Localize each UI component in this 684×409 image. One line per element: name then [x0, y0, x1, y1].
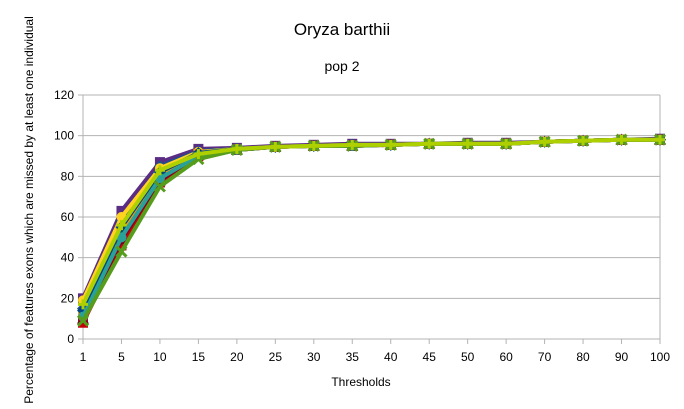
data-point: [385, 139, 396, 150]
x-tick-label: 45: [423, 350, 437, 364]
data-point: [231, 143, 242, 154]
data-point: [115, 245, 128, 258]
data-point: [308, 140, 319, 151]
y-tick-label: 100: [54, 129, 74, 143]
x-tick-label: 35: [346, 350, 360, 364]
data-point: [462, 138, 473, 149]
x-tick-label: 60: [499, 350, 513, 364]
x-tick-label: 40: [384, 350, 398, 364]
data-point: [270, 141, 281, 152]
y-axis-label: Percentage of features exons which are m…: [22, 16, 36, 404]
x-tick-label: 50: [461, 350, 475, 364]
x-tick-label: 5: [118, 350, 125, 364]
data-point: [78, 299, 88, 310]
y-tick-label: 60: [61, 210, 75, 224]
y-tick-label: 80: [61, 169, 75, 183]
x-tick-label: 10: [153, 350, 167, 364]
data-point: [193, 148, 204, 159]
data-point: [347, 139, 358, 150]
data-point: [76, 314, 90, 327]
data-point: [154, 165, 165, 176]
y-tick-label: 120: [54, 88, 74, 102]
data-point: [578, 135, 589, 146]
x-tick-label: 20: [230, 350, 244, 364]
x-axis-label: Thresholds: [331, 375, 390, 389]
y-tick-label: 40: [61, 251, 75, 265]
x-tick-label: 80: [576, 350, 590, 364]
data-point: [153, 180, 166, 193]
series-line: [81, 137, 660, 306]
x-tick-label: 70: [538, 350, 552, 364]
data-point: [539, 136, 550, 147]
data-point: [501, 138, 512, 149]
data-point: [424, 138, 435, 149]
y-tick-label: 0: [67, 332, 74, 346]
gridlines: [82, 94, 661, 340]
data-point: [616, 134, 627, 145]
x-tick-label: 15: [192, 350, 206, 364]
x-tick-label: 90: [615, 350, 629, 364]
series-group: [76, 133, 667, 328]
data-point: [116, 240, 127, 251]
series-line: [81, 137, 660, 302]
y-tick-label: 20: [61, 291, 75, 305]
data-point: [655, 134, 665, 145]
x-tick-label: 1: [80, 350, 87, 364]
x-tick-label: 25: [269, 350, 283, 364]
x-tick-label: 30: [307, 350, 321, 364]
series-1: [78, 133, 665, 304]
chart-subtitle: pop 2: [324, 58, 359, 74]
y-axis-ticks: 0 20 40 60 80 100 120: [54, 88, 83, 346]
x-axis-ticks: 1 5 10 15 20 25 30 35 40 45 50 60 70 80 90 100: [80, 339, 670, 364]
chart-title: Oryza barthii: [294, 20, 390, 39]
data-point: [116, 220, 127, 231]
x-tick-label: 100: [650, 350, 670, 364]
data-point: [116, 205, 127, 216]
series-10: [78, 134, 665, 310]
